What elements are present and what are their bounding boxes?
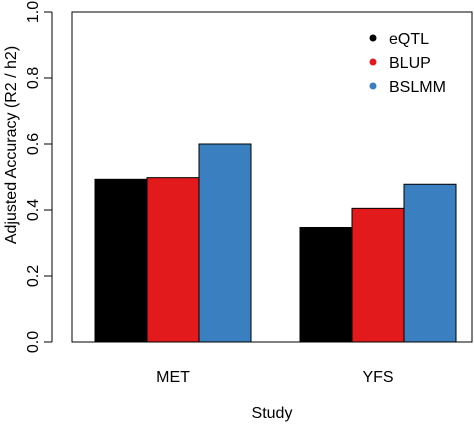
legend-marker [369,58,377,66]
y-axis: 0.0 0.2 0.4 0.6 0.8 1.0 [25,1,53,353]
legend-label: BSLMM [389,79,446,96]
x-axis-category-labels: MET YFS [156,369,393,386]
legend-label: eQTL [389,31,429,48]
plot-frame [71,11,473,343]
y-tick-label: 0.4 [25,199,42,221]
legend-label: BLUP [389,55,431,72]
legend-marker [369,82,377,90]
x-category-label: YFS [362,369,393,386]
bar-eqtl-met [94,178,148,343]
bar-blup-met [146,177,200,343]
y-tick-label: 0.2 [25,265,42,287]
y-tick-label: 0.0 [25,331,42,353]
y-axis-title: Adjusted Accuracy (R2 / h2) [3,46,20,244]
y-tick-label: 0.6 [25,133,42,155]
y-tick-label: 1.0 [25,1,42,23]
bar-bslmm-met [198,143,252,343]
bar-eqtl-yfs [299,226,353,343]
bars [94,143,457,343]
legend: eQTL BLUP BSLMM [369,31,446,96]
x-axis-title: Study [252,405,293,422]
legend-marker [369,34,377,42]
bar-bslmm-yfs [403,183,457,343]
x-category-label: MET [156,369,190,386]
bar-blup-yfs [351,207,405,343]
y-tick-label: 0.8 [25,67,42,89]
